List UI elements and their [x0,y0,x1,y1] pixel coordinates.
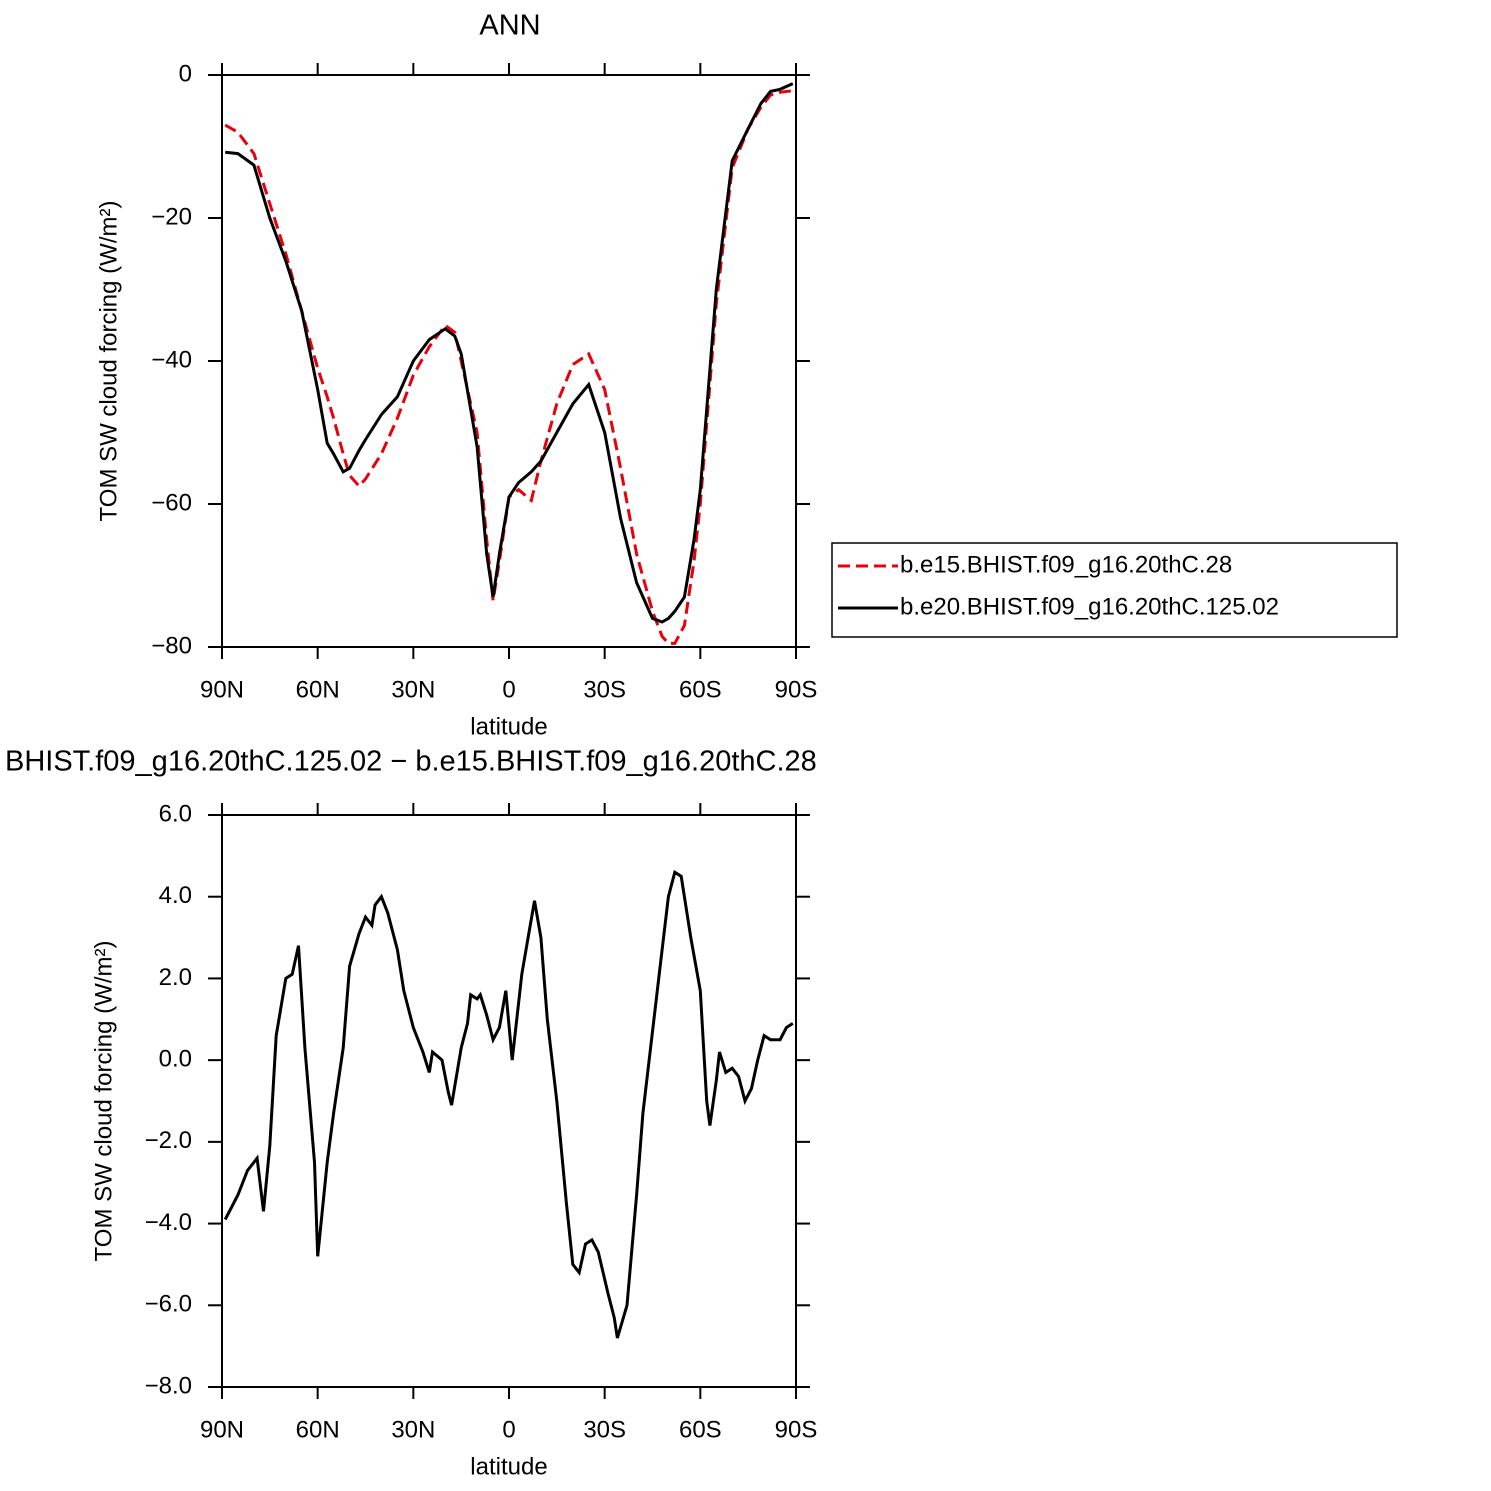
x-tick-label: 30S [583,676,626,703]
data-line [223,869,794,1339]
x-tick-label: 0 [502,676,515,703]
x-tick-label: 30N [391,1416,435,1443]
y-tick-label: 4.0 [159,882,192,909]
x-tick-label: 30S [583,1416,626,1443]
y-tick-label: 2.0 [159,964,192,991]
x-tick-label: 0 [502,1416,515,1443]
x-tick-label: 90S [775,1416,818,1443]
y-axis-label: TOM SW cloud forcing (W/m²) [95,201,122,522]
y-tick-label: −20 [151,203,192,230]
y-axis-label: TOM SW cloud forcing (W/m²) [90,941,117,1262]
plot-frame [221,74,797,648]
x-tick-label: 90N [200,1416,244,1443]
legend-box [831,542,1398,638]
y-tick-label: −6.0 [145,1291,192,1318]
data-line [225,82,794,624]
legend-label: b.e20.BHIST.f09_g16.20thC.125.02 [900,593,1279,620]
x-tick-label: 60S [679,1416,722,1443]
y-tick-label: 0.0 [159,1045,192,1072]
y-tick-label: −60 [151,489,192,516]
x-axis-label: latitude [470,1453,547,1480]
x-tick-label: 60N [296,1416,340,1443]
data-line [224,89,793,645]
y-tick-label: −8.0 [145,1372,192,1399]
y-tick-label: 6.0 [159,800,192,827]
y-tick-label: −2.0 [145,1127,192,1154]
chart-title: ANN [479,10,540,42]
chart-title: BHIST.f09_g16.20thC.125.02 − b.e15.BHIST… [5,746,817,778]
legend-label: b.e15.BHIST.f09_g16.20thC.28 [900,551,1232,578]
x-axis-label: latitude [470,713,547,740]
x-tick-label: 30N [391,676,435,703]
plot-frame [221,814,797,1388]
x-tick-label: 90N [200,676,244,703]
x-tick-label: 60N [296,676,340,703]
y-tick-label: −4.0 [145,1209,192,1236]
y-tick-label: −80 [151,632,192,659]
y-tick-label: −40 [151,346,192,373]
x-tick-label: 90S [775,676,818,703]
x-tick-label: 60S [679,676,722,703]
y-tick-label: 0 [179,60,192,87]
